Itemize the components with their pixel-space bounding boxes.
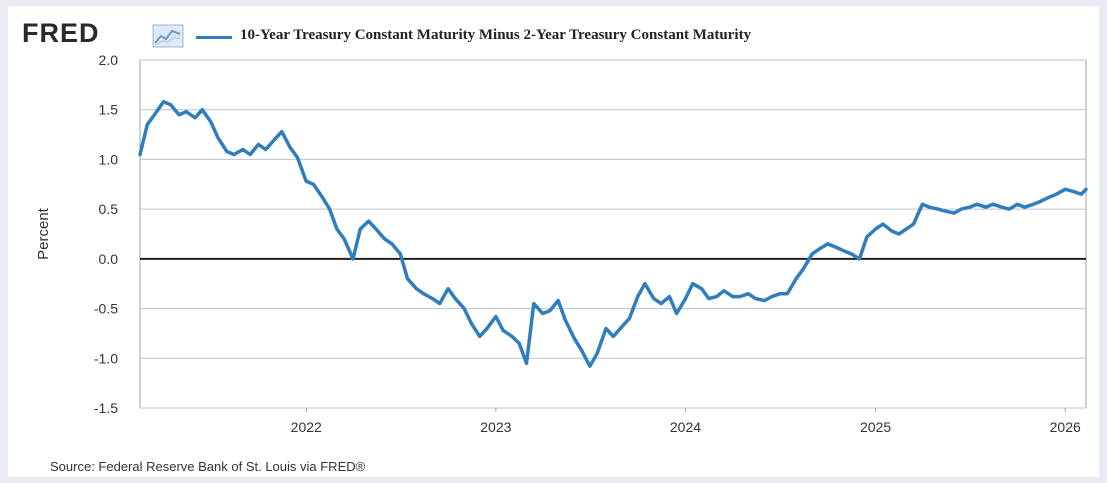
x-tick-label: 2023 [480, 419, 511, 435]
x-tick-label: 2025 [860, 419, 891, 435]
trend-line-icon [152, 24, 184, 48]
y-tick-label: 1.0 [99, 151, 119, 167]
y-tick-label: -1.0 [94, 350, 118, 366]
legend-series-label: 10-Year Treasury Constant Maturity Minus… [240, 27, 752, 43]
legend-series-swatch [196, 36, 232, 39]
x-tick-label: 2022 [291, 419, 322, 435]
source-note: Source: Federal Reserve Bank of St. Loui… [50, 459, 366, 474]
plot-area [139, 59, 1087, 409]
chart-card: FRED 10-Year Treasury Constant Maturity … [8, 6, 1099, 477]
y-tick-label: -1.5 [94, 400, 118, 416]
y-axis-label: Percent [35, 207, 52, 260]
x-tick-label: 2026 [1050, 419, 1081, 435]
y-tick-label: 2.0 [99, 52, 119, 68]
y-tick-label: 1.5 [99, 102, 119, 118]
line-chart: 2.0 1.5 1.0 0.5 0.0 -0.5 -1.0 -1.5 2022 2023 2024 2… [35, 52, 1088, 435]
y-tick-label: 0.0 [99, 251, 119, 267]
y-tick-label: 0.5 [99, 201, 119, 217]
fred-logo: FRED [22, 18, 100, 48]
series-line [138, 100, 1088, 368]
y-tick-label: -0.5 [94, 301, 118, 317]
x-tick-label: 2024 [670, 419, 701, 435]
